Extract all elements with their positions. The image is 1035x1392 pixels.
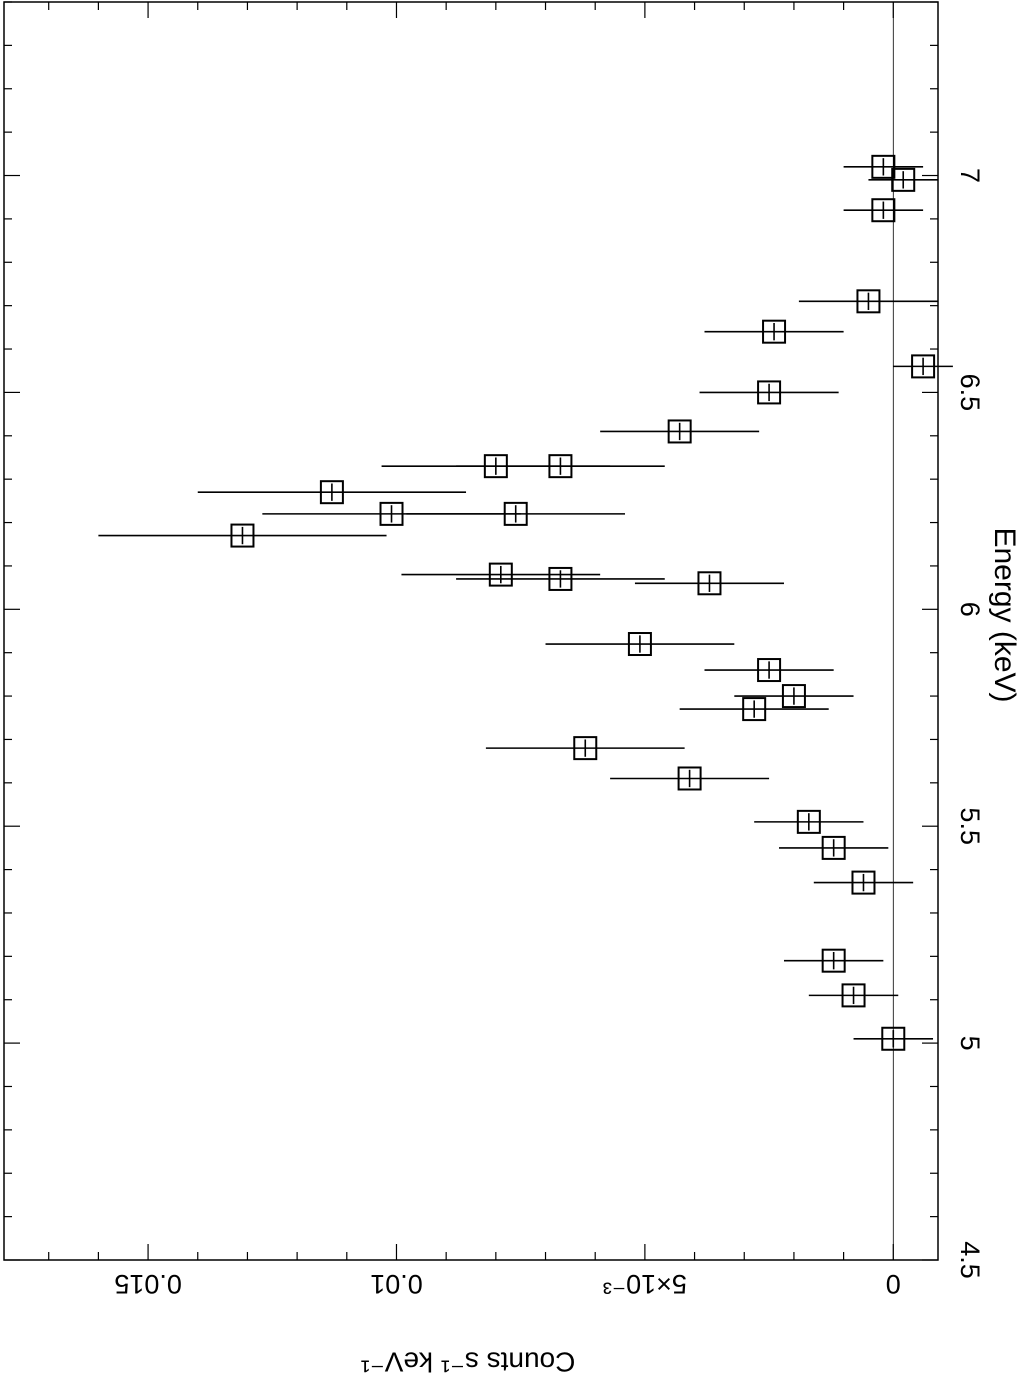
data-point: [808, 983, 899, 1008]
square-marker: [856, 289, 881, 314]
data-point: [610, 766, 770, 791]
energy-tick-label: 5: [955, 1036, 985, 1051]
energy-tick-label: 6: [955, 602, 985, 617]
energy-tick-label: 7: [955, 168, 985, 183]
data-point: [679, 697, 829, 722]
energy-tick-label: 5.5: [955, 807, 985, 845]
data-point: [843, 198, 924, 223]
data-point: [734, 684, 854, 709]
counts-tick-label: 0.015: [114, 1269, 182, 1299]
counts-tick-label: 5×10⁻³: [603, 1269, 687, 1299]
data-point: [456, 566, 665, 591]
data-point: [699, 380, 839, 405]
square-marker: [677, 766, 702, 791]
x-axis-title: Energy (keV): [988, 527, 1021, 702]
square-marker: [757, 380, 782, 405]
square-marker: [871, 154, 896, 179]
square-marker: [742, 697, 767, 722]
y-axis-title: Counts s⁻¹ keV⁻¹: [361, 1347, 576, 1378]
counts-tick-label: 0.01: [370, 1269, 423, 1299]
data-point: [545, 632, 735, 657]
square-marker: [796, 809, 821, 834]
square-marker: [319, 480, 344, 505]
data-point: [197, 480, 467, 505]
plot-frame: [3, 1, 939, 1261]
data-point: [813, 870, 914, 895]
square-marker: [548, 454, 573, 479]
square-marker: [851, 870, 876, 895]
square-marker: [627, 632, 652, 657]
data-point: [98, 523, 387, 548]
square-marker: [762, 319, 787, 344]
counts-tick-label: 0: [886, 1269, 901, 1299]
data-point: [634, 571, 784, 596]
square-marker: [379, 501, 404, 526]
square-marker: [911, 354, 936, 379]
square-marker: [573, 736, 598, 761]
square-marker: [697, 571, 722, 596]
data-point: [600, 419, 760, 444]
square-marker: [757, 658, 782, 683]
data-point: [704, 319, 844, 344]
data-point: [843, 154, 924, 179]
square-marker: [891, 167, 916, 192]
data-point: [893, 354, 953, 379]
square-marker: [841, 983, 866, 1008]
data-point: [798, 289, 938, 314]
square-marker: [548, 566, 573, 591]
data-point: [485, 736, 685, 761]
data-point: [853, 1026, 934, 1051]
data-point: [779, 835, 889, 860]
square-marker: [881, 1026, 906, 1051]
data-point: [783, 948, 884, 973]
data-point: [456, 454, 665, 479]
square-marker: [871, 198, 896, 223]
data-point: [868, 167, 938, 192]
data-point: [406, 501, 626, 526]
square-marker: [503, 501, 528, 526]
data-point: [704, 658, 834, 683]
data-point: [401, 562, 601, 587]
square-marker: [781, 684, 806, 709]
square-marker: [821, 835, 846, 860]
square-marker: [667, 419, 692, 444]
energy-tick-label: 4.5: [955, 1241, 985, 1279]
square-marker: [821, 948, 846, 973]
data-point: [754, 809, 864, 834]
square-marker: [230, 523, 255, 548]
square-marker: [488, 562, 513, 587]
energy-tick-label: 6.5: [955, 374, 985, 412]
